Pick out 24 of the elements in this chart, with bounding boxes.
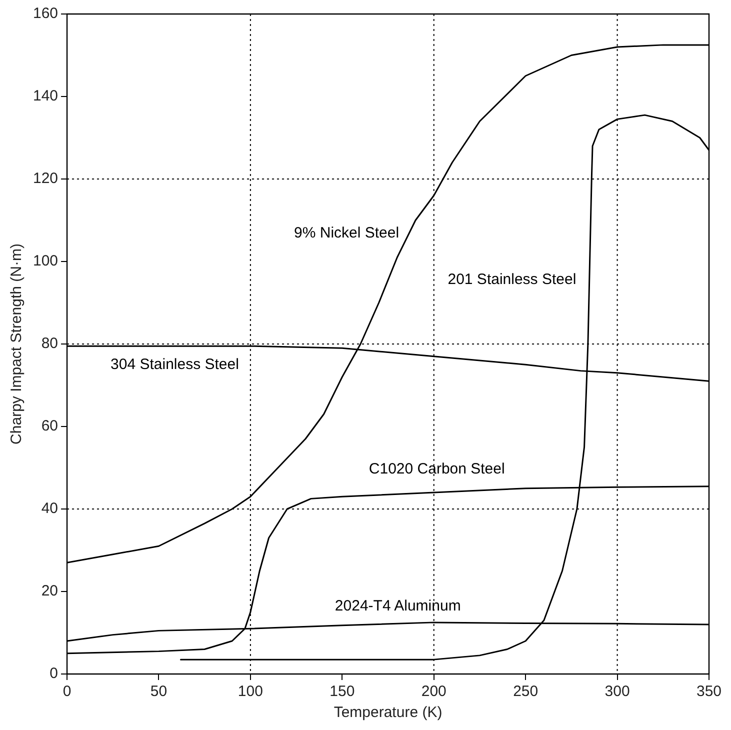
y-tick-label: 0	[50, 665, 58, 682]
y-tick-label: 60	[41, 418, 58, 435]
series-label: C1020 Carbon Steel	[368, 460, 505, 478]
y-tick-label: 160	[32, 5, 58, 22]
x-tick-label: 250	[513, 683, 538, 700]
y-tick-label: 140	[32, 88, 58, 105]
x-tick-label: 200	[421, 683, 446, 700]
x-tick-label: 300	[604, 683, 630, 700]
series-label: 2024-T4 Aluminum	[334, 598, 461, 615]
y-tick-label: 80	[41, 335, 58, 352]
x-tick-label: 0	[62, 683, 72, 700]
y-tick-label: 120	[32, 170, 58, 188]
y-tick-label: 40	[41, 500, 58, 518]
series-label: 201 Stainless Steel	[448, 271, 576, 288]
y-axis-title: Charpy Impact Strength (N·m)	[8, 244, 26, 444]
series-label: 304 Stainless Steel	[110, 356, 239, 374]
y-tick-label: 100	[32, 252, 58, 270]
x-tick-label: 150	[330, 683, 355, 700]
x-tick-label: 50	[150, 683, 168, 700]
x-tick-label: 350	[696, 683, 722, 700]
series-label: 9% Nickel Steel	[294, 224, 400, 242]
x-tick-label: 100	[238, 683, 263, 700]
x-axis-title: Temperature (K)	[334, 704, 442, 722]
y-tick-label: 20	[41, 582, 58, 600]
